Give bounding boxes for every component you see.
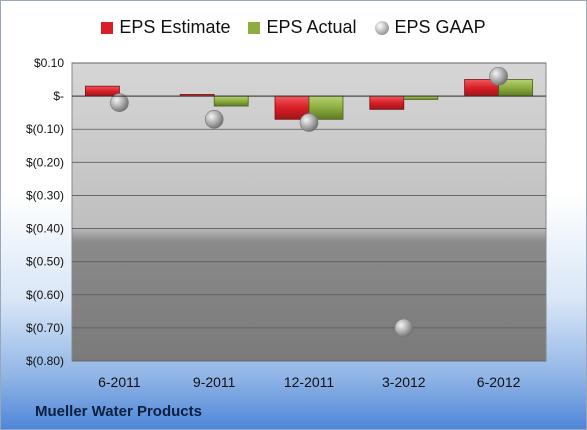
y-tick-label: $(0.50) [26,255,64,269]
point-eps-gaap [299,113,319,132]
y-tick-label: $- [53,89,64,103]
y-tick-label: $(0.80) [26,354,64,368]
legend-swatch-actual [248,21,261,34]
x-tick-label: 6-2011 [98,374,141,390]
legend-item-estimate: EPS Estimate [101,17,230,38]
x-tick-label: 12-2011 [284,374,335,390]
x-tick-label: 9-2011 [193,374,236,390]
point-eps-gaap [394,318,414,338]
legend-label-actual: EPS Actual [266,17,357,37]
y-tick-label: $(0.60) [26,288,64,302]
legend-item-gaap: EPS GAAP [374,17,486,38]
y-tick-label: $(0.30) [26,188,64,202]
bar-eps-estimate [85,85,120,97]
y-tick-label: $0.10 [34,56,64,70]
legend-swatch-gaap [374,20,389,35]
legend-swatch-estimate [101,21,114,34]
point-eps-gaap [110,93,129,113]
legend: EPS Estimate EPS Actual EPS GAAP [1,17,586,38]
y-tick-label: $(0.70) [26,321,64,335]
point-eps-gaap [204,109,224,129]
bar-eps-actual [213,95,249,107]
point-eps-gaap [489,66,508,86]
x-tick-label: 6-2012 [477,374,521,390]
x-tick-label: 3-2012 [382,374,426,390]
y-tick-label: $(0.40) [26,222,64,236]
legend-label-gaap: EPS GAAP [394,17,486,37]
bar-eps-estimate [369,95,405,110]
y-tick-label: $(0.20) [26,155,64,169]
y-tick-label: $(0.10) [26,122,64,136]
legend-label-estimate: EPS Estimate [119,17,231,37]
company-name: Mueller Water Products [35,403,202,420]
legend-item-actual: EPS Actual [248,17,357,38]
